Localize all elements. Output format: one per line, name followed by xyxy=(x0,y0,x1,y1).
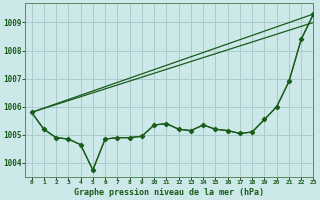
X-axis label: Graphe pression niveau de la mer (hPa): Graphe pression niveau de la mer (hPa) xyxy=(75,188,264,197)
